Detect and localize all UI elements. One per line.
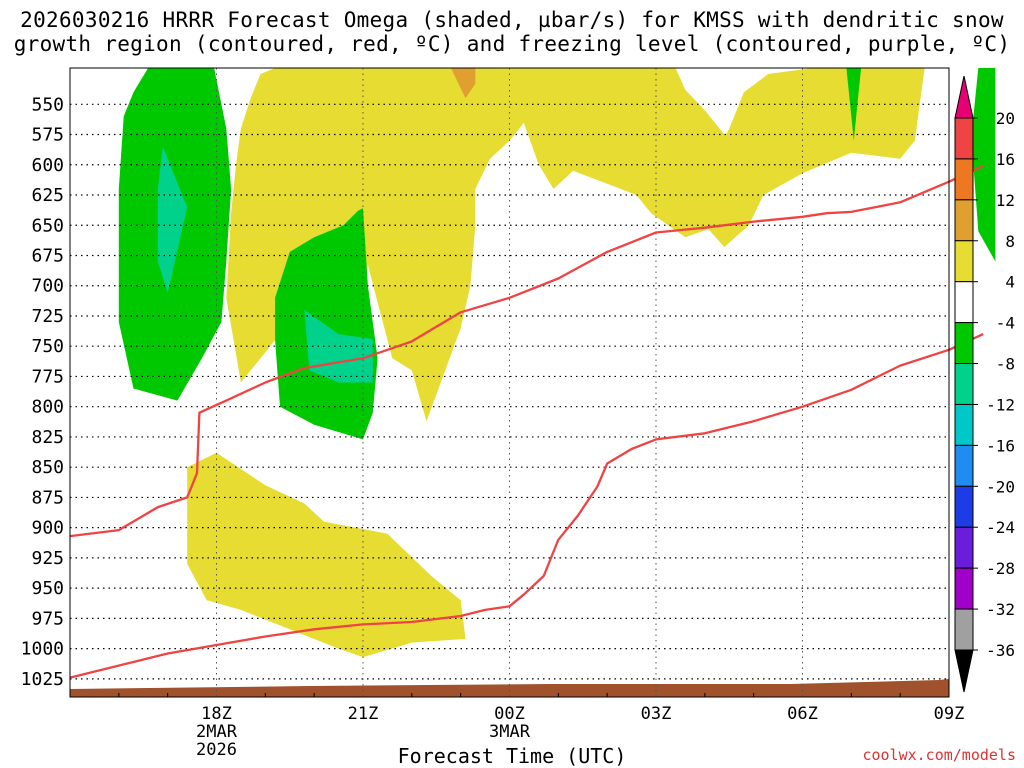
y-tick-label: 575 bbox=[31, 125, 64, 146]
colorbar-label: 20 bbox=[996, 109, 1015, 128]
chart-title: 2026030216 HRRR Forecast Omega (shaded, … bbox=[0, 8, 1024, 56]
x-tick-sublabel: 3MAR bbox=[489, 722, 531, 742]
y-tick-label: 900 bbox=[31, 518, 64, 539]
y-tick-label: 1000 bbox=[21, 639, 64, 660]
site-credit: coolwx.com/models bbox=[862, 746, 1016, 764]
x-axis-label: Forecast Time (UTC) bbox=[397, 744, 627, 768]
colorbar-segment bbox=[954, 485, 974, 528]
red-contours bbox=[69, 164, 984, 679]
colorbar-segment bbox=[954, 281, 974, 324]
y-tick-label: 850 bbox=[31, 457, 64, 478]
y-tick-label: 925 bbox=[31, 548, 64, 569]
colorbar-label: -12 bbox=[986, 395, 1015, 414]
y-tick-label: 750 bbox=[31, 336, 64, 357]
colorbar-segment bbox=[954, 526, 974, 569]
ground-strip bbox=[70, 679, 949, 697]
colorbar-label: -36 bbox=[986, 641, 1015, 660]
shaded-regions bbox=[118, 68, 996, 658]
x-tick-label: 21Z bbox=[348, 704, 379, 724]
colorbar-label: -4 bbox=[996, 314, 1015, 333]
colorbar-label: -20 bbox=[986, 477, 1015, 496]
y-tick-label: 625 bbox=[31, 185, 64, 206]
colorbar-segment bbox=[954, 199, 974, 242]
lower-red-contour bbox=[69, 333, 984, 679]
green-region-right-edge bbox=[973, 68, 996, 262]
colorbar-label: 16 bbox=[996, 150, 1015, 169]
green-sliver-top bbox=[846, 68, 862, 141]
y-tick-label: 725 bbox=[31, 306, 64, 327]
yellow-region-top-right bbox=[509, 68, 735, 238]
y-axis: 550 575 600 625 650 675 700 725 750 775 800 825 850 8… bbox=[21, 94, 64, 690]
y-tick-label: 950 bbox=[31, 578, 64, 599]
colorbar-segment bbox=[954, 363, 974, 405]
x-tick-sublabel: 2026 bbox=[196, 740, 237, 760]
colorbar-segment bbox=[954, 444, 974, 487]
x-tick-sublabel: 2MAR bbox=[196, 722, 238, 742]
x-tick-label: 00Z bbox=[494, 704, 525, 724]
x-tick-label: 18Z bbox=[201, 704, 232, 724]
y-tick-label: 675 bbox=[31, 245, 64, 266]
colorbar-label: 4 bbox=[1005, 273, 1015, 292]
title-line-2: growth region (contoured, red, ºC) and f… bbox=[13, 32, 1011, 56]
colorbar-segment bbox=[954, 240, 974, 283]
title-line-1: 2026030216 HRRR Forecast Omega (shaded, … bbox=[20, 8, 1004, 32]
x-tick-label: 09Z bbox=[934, 704, 965, 724]
y-tick-label: 1025 bbox=[21, 669, 64, 690]
colorbar-segment bbox=[954, 403, 974, 446]
plot-frame bbox=[69, 67, 950, 698]
colorbar-label: 8 bbox=[1005, 232, 1015, 251]
yellow-region-center bbox=[226, 68, 530, 422]
colorbar-label: -16 bbox=[986, 436, 1015, 455]
colorbar: 20 16 12 8 4 -4 -8 -12 -16 -20 -24 -28 -32 -36 bbox=[954, 75, 1015, 693]
y-tick-label: 800 bbox=[31, 397, 64, 418]
colorbar-bottom-arrow bbox=[954, 649, 974, 693]
colorbar-label: -32 bbox=[986, 600, 1015, 619]
upper-red-contour bbox=[69, 164, 984, 538]
y-tick-label: 650 bbox=[31, 215, 64, 236]
colorbar-segment bbox=[954, 117, 974, 160]
orange-region-top bbox=[450, 68, 476, 99]
colorbar-segment bbox=[954, 158, 974, 201]
y-tick-label: 825 bbox=[31, 427, 64, 448]
y-tick-label: 700 bbox=[31, 276, 64, 297]
y-tick-label: 550 bbox=[31, 94, 64, 115]
y-tick-label: 775 bbox=[31, 366, 64, 387]
colorbar-label: -24 bbox=[986, 518, 1015, 537]
x-tick-label: 06Z bbox=[787, 704, 818, 724]
colorbar-segment bbox=[954, 322, 974, 365]
teal-region-left bbox=[157, 146, 188, 293]
ground-layer bbox=[70, 679, 949, 697]
colorbar-label: -8 bbox=[996, 355, 1015, 374]
colorbar-label: -28 bbox=[986, 559, 1015, 578]
colorbar-label: 12 bbox=[996, 191, 1015, 210]
x-tick-label: 03Z bbox=[641, 704, 672, 724]
y-tick-label: 600 bbox=[31, 155, 64, 176]
colorbar-segment bbox=[954, 608, 974, 651]
y-tick-label: 975 bbox=[31, 608, 64, 629]
yellow-region-lower bbox=[187, 452, 466, 658]
colorbar-segment bbox=[954, 567, 974, 610]
y-tick-label: 875 bbox=[31, 487, 64, 508]
colorbar-top-arrow bbox=[954, 75, 974, 119]
yellow-region-right bbox=[704, 68, 925, 247]
